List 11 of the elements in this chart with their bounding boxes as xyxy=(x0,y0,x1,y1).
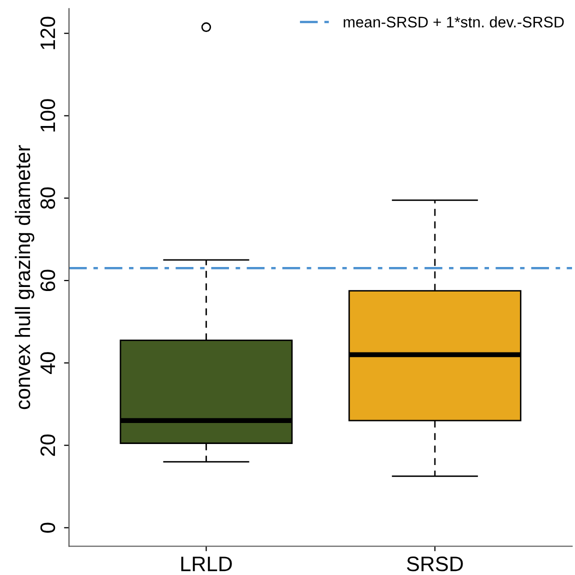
y-tick-label: 0 xyxy=(40,522,56,533)
x-tick-label: LRLD xyxy=(181,556,232,572)
y-tick-label: 80 xyxy=(40,187,56,209)
y-tick-label: 100 xyxy=(40,99,56,132)
y-tick-label: 120 xyxy=(40,16,56,50)
y-tick-label: 20 xyxy=(40,434,56,456)
legend-label: mean-SRSD + 1*stn. dev.-SRSD xyxy=(344,16,564,28)
y-tick-label: 60 xyxy=(40,270,56,292)
y-axis-title: convex hull grazing diameter xyxy=(14,145,34,410)
y-tick-label: 40 xyxy=(40,352,56,374)
x-tick-label: SRSD xyxy=(406,556,463,572)
